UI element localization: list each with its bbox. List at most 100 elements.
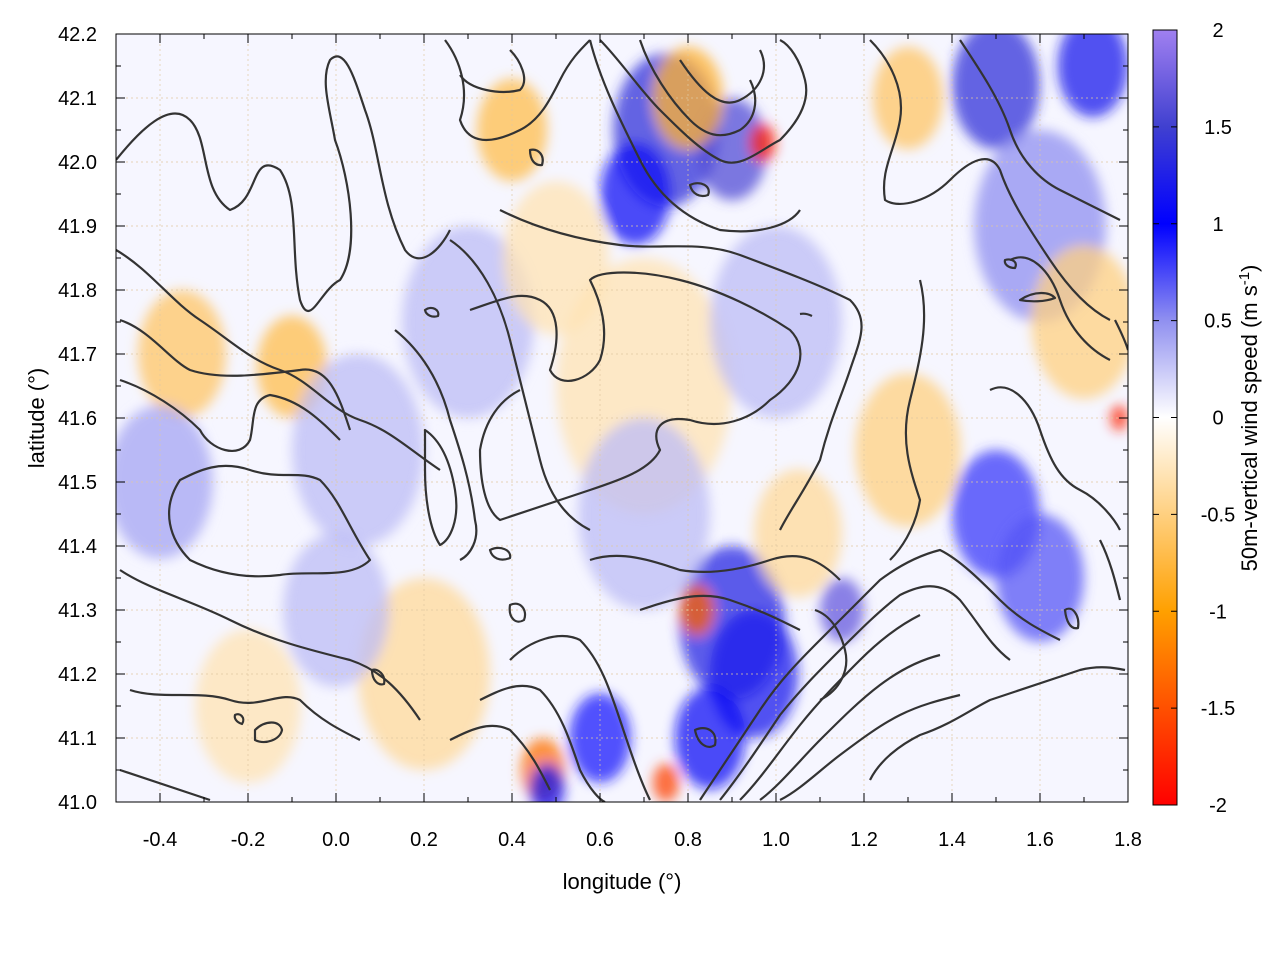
contour-line: [1099, 539, 1122, 601]
contour-line: [799, 312, 813, 317]
heat-cell: [529, 763, 565, 802]
contour-line: [370, 668, 386, 686]
colorbar-tick-label: 0: [1212, 408, 1223, 430]
colorbar-tick-label: 1: [1212, 214, 1223, 236]
contour-line: [959, 39, 1121, 221]
colorbar-tick-label: 2: [1212, 20, 1223, 42]
contour-line: [168, 464, 372, 578]
contour-line: [444, 39, 591, 142]
heat-cell: [952, 34, 1040, 150]
plot-grid: [116, 34, 1128, 802]
heat-cell: [1057, 34, 1128, 118]
contour-line: [688, 182, 710, 198]
colorbar-label: 50m-vertical wind speed (m s-1): [1236, 265, 1262, 572]
colorbar-tick-label: 0.5: [1204, 311, 1232, 333]
contour-line: [394, 329, 478, 561]
contour-line: [869, 666, 1126, 781]
contour-line: [233, 713, 245, 726]
contour-line: [423, 306, 440, 318]
y-tick-label: 41.2: [58, 664, 97, 686]
contour-line: [508, 602, 527, 623]
contour-line: [889, 279, 926, 561]
contour-line: [253, 721, 284, 744]
x-tick-label: 1.2: [850, 829, 878, 851]
contour-line: [699, 548, 1061, 801]
contour-line: [116, 55, 451, 312]
x-tick-label: 0.4: [498, 829, 526, 851]
x-axis-label: longitude (°): [563, 869, 682, 894]
contour-line: [719, 585, 1011, 801]
heat-cell: [1031, 245, 1128, 399]
contour-line: [119, 768, 211, 802]
y-tick-label: 41.1: [58, 728, 97, 750]
contour-line: [449, 724, 551, 791]
contour-line: [119, 378, 341, 452]
x-tick-label: 0.6: [586, 829, 614, 851]
y-tick-label: 41.8: [58, 280, 97, 302]
y-tick-label: 41.7: [58, 344, 97, 366]
heat-cell: [569, 693, 631, 783]
x-axis: -0.4 -0.2 0.0 0.2 0.4 0.6 0.8 1.0 1.2 1.4 1.6 1.8: [143, 34, 1142, 851]
y-tick-label: 42.2: [58, 24, 97, 46]
heat-cell: [749, 123, 776, 162]
colorbar-label-text: 50m-vertical wind speed (m s: [1237, 285, 1262, 571]
y-tick-label: 42.0: [58, 152, 97, 174]
y-tick-label: 41.9: [58, 216, 97, 238]
heat-cell: [578, 418, 710, 610]
contour-line: [739, 614, 921, 801]
colorbar-tick-label: -1: [1209, 601, 1227, 623]
x-tick-label: -0.4: [143, 829, 177, 851]
contour-line: [423, 428, 458, 547]
heat-cell: [674, 686, 746, 790]
x-tick-label: 0.8: [674, 829, 702, 851]
y-axis-label: latitude (°): [24, 368, 49, 469]
contour-line: [779, 693, 961, 801]
heat-cell: [402, 226, 534, 418]
contour-line: [989, 386, 1121, 531]
x-tick-label: 0.2: [410, 829, 438, 851]
x-tick-label: -0.2: [231, 829, 265, 851]
contour-line: [499, 209, 863, 531]
contour-line: [528, 148, 544, 167]
colorbar-tick-label: -0.5: [1201, 504, 1235, 526]
contour-line: [479, 684, 606, 802]
contour-line: [638, 39, 757, 137]
y-tick-label: 41.6: [58, 408, 97, 430]
contour-line: [119, 318, 352, 431]
x-tick-label: 1.0: [762, 829, 790, 851]
y-axis: 41.0 41.1 41.2 41.3 41.4 41.5 41.6 41.7 41.8 41.9…: [58, 24, 1128, 814]
contour-line: [1063, 607, 1080, 630]
contour-line: [639, 594, 801, 631]
contour-line: [1114, 319, 1128, 351]
contour-line: [693, 727, 717, 748]
contour-line: [599, 39, 808, 164]
x-tick-label: 1.8: [1114, 829, 1142, 851]
x-tick-label: 0.0: [322, 829, 350, 851]
contour-line: [589, 554, 841, 581]
y-tick-label: 41.3: [58, 600, 97, 622]
y-tick-label: 41.0: [58, 792, 97, 814]
contour-line: [459, 49, 526, 93]
colorbar-label-exponent: -1: [1236, 272, 1253, 285]
colorbar-tick-label: 1.5: [1204, 117, 1232, 139]
heatmap-field: [116, 34, 1128, 802]
heat-cell: [996, 514, 1084, 642]
colorbar-tick-label: -1.5: [1201, 698, 1235, 720]
contour-line: [488, 546, 512, 561]
contour-line: [509, 635, 651, 801]
y-tick-label: 41.5: [58, 472, 97, 494]
heat-cell: [652, 763, 680, 802]
contour-line: [1009, 256, 1111, 361]
contour-line: [129, 688, 361, 741]
x-tick-label: 1.4: [938, 829, 966, 851]
terrain-contours: [116, 39, 1128, 802]
x-tick-label: 1.6: [1026, 829, 1054, 851]
colorbar-ticks: 2 1.5 1 0.5 0 -0.5 -1 -1.5 -2: [1153, 20, 1235, 817]
contour-line: [869, 39, 1111, 321]
colorbar-label-close: ): [1237, 265, 1262, 272]
heat-cell: [503, 181, 609, 335]
contour-line: [1018, 291, 1057, 303]
colorbar: 2 1.5 1 0.5 0 -0.5 -1 -1.5 -2 50m-vertical wind …: [1152, 20, 1262, 817]
heat-cell: [116, 405, 213, 559]
